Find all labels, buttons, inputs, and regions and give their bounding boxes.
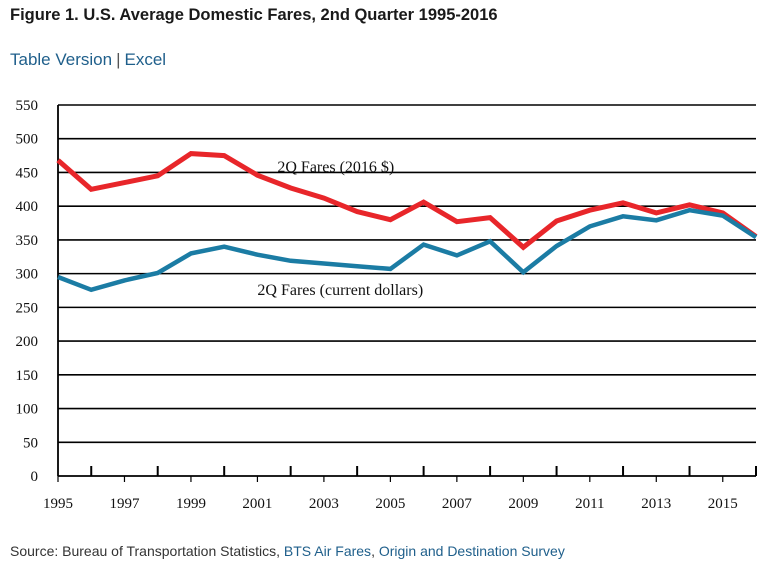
y-tick-label: 250 — [16, 300, 39, 316]
y-tick-label: 450 — [16, 165, 39, 181]
figure-title: Figure 1. U.S. Average Domestic Fares, 2… — [10, 6, 498, 24]
source-note: Source: Bureau of Transportation Statist… — [10, 543, 565, 559]
source-prefix: Source: Bureau of Transportation Statist… — [10, 543, 284, 559]
x-tick-label: 2003 — [309, 496, 339, 512]
x-tick-label: 1999 — [176, 496, 206, 512]
y-tick-label: 500 — [16, 132, 39, 148]
line-chart: 0 50 100 150 200 250 300 350 400 450 500 550 1995 199… — [16, 98, 758, 512]
excel-link[interactable]: Excel — [124, 50, 167, 69]
y-tick-label: 300 — [16, 267, 39, 283]
origin-destination-survey-link[interactable]: Origin and Destination Survey — [378, 543, 565, 559]
y-tick-label: 200 — [16, 334, 39, 350]
x-tick-label: 2005 — [375, 496, 405, 512]
y-tick-label: 350 — [16, 233, 39, 249]
x-tick-label: 2011 — [575, 496, 604, 512]
link-separator: | — [116, 50, 121, 69]
x-tick-label: 2015 — [708, 496, 738, 512]
y-tick-label: 150 — [16, 368, 39, 384]
y-tick-label: 50 — [23, 435, 38, 451]
series-line — [57, 207, 758, 293]
y-tick-label: 0 — [31, 469, 39, 485]
y-tick-label: 400 — [16, 199, 39, 215]
table-version-link[interactable]: Table Version — [10, 50, 113, 69]
x-tick-label: 2009 — [508, 496, 538, 512]
series-label: 2Q Fares (2016 $) — [277, 159, 394, 176]
x-tick-label: 2007 — [442, 496, 473, 512]
x-tick-label: 1995 — [43, 496, 73, 512]
y-tick-label: 550 — [16, 98, 39, 114]
y-tick-label: 100 — [16, 402, 39, 418]
series-line — [56, 151, 758, 251]
x-tick-label: 1997 — [109, 496, 140, 512]
format-links: Table Version | Excel — [10, 50, 166, 70]
x-tick-label: 2001 — [242, 496, 272, 512]
x-tick-label: 2013 — [641, 496, 671, 512]
source-separator: , — [371, 543, 379, 559]
bts-air-fares-link[interactable]: BTS Air Fares — [283, 543, 372, 559]
series-label: 2Q Fares (current dollars) — [257, 282, 423, 299]
